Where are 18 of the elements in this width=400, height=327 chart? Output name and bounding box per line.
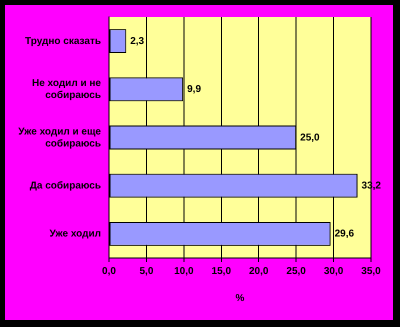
- x-tick-label: 20,0: [248, 266, 269, 277]
- y-tick-label: Уже ходил: [49, 228, 101, 240]
- data-label: 2,3: [130, 36, 145, 47]
- y-tick-label: Трудно сказать: [25, 36, 101, 47]
- x-tick-label: 5,0: [139, 266, 154, 277]
- x-tick-label: 0,0: [102, 266, 116, 277]
- data-label: 25,0: [300, 132, 320, 144]
- x-tick-label: 35,0: [361, 266, 382, 277]
- y-tick-label: Не ходил и не собираюсь: [32, 78, 102, 102]
- x-tick-label: 30,0: [324, 266, 344, 277]
- x-tick-label: 15,0: [212, 266, 232, 277]
- x-tick-label: 25,0: [286, 266, 306, 277]
- y-tick-label: Уже ходил и еще собираюсь: [18, 126, 102, 150]
- x-axis-title: %: [236, 292, 245, 304]
- x-tick-label: 10,0: [174, 266, 194, 277]
- y-tick-label: Да собираюсь: [30, 180, 101, 192]
- data-label: 9,9: [187, 84, 202, 96]
- data-label: 29,6: [334, 228, 354, 240]
